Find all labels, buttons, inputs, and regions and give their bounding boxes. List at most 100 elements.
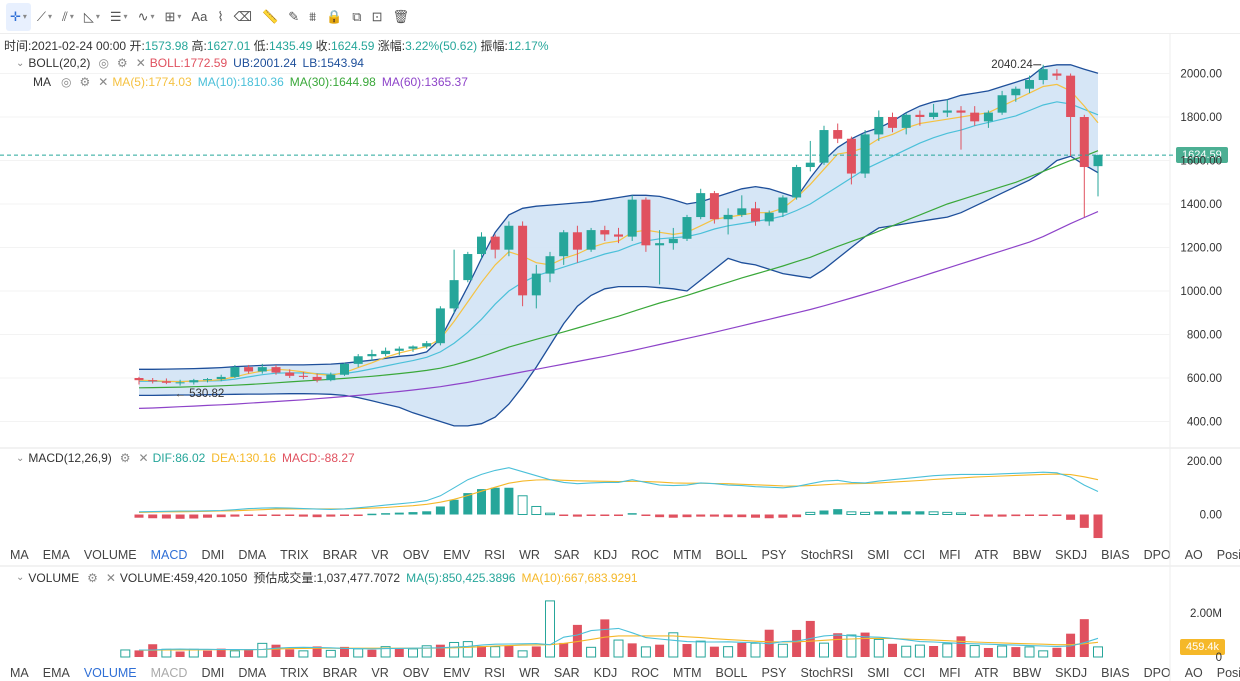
tab-brar[interactable]: BRAR xyxy=(322,666,358,680)
tab-smi[interactable]: SMI xyxy=(867,548,890,562)
tab-mfi[interactable]: MFI xyxy=(939,548,961,562)
close-icon[interactable]: ✕ xyxy=(105,570,116,585)
tab-sar[interactable]: SAR xyxy=(553,666,580,680)
tab-ema[interactable]: EMA xyxy=(42,666,70,680)
horizontal-lines-tool[interactable]: ☰ ▾ xyxy=(106,3,132,31)
tab-bias[interactable]: BIAS xyxy=(1101,548,1130,562)
close-icon[interactable]: ✕ xyxy=(138,451,149,465)
lock-tool[interactable]: 🔒 xyxy=(322,3,346,31)
tab-cci[interactable]: CCI xyxy=(903,666,926,680)
grid-tool[interactable]: ⊞ ▾ xyxy=(160,3,185,31)
tab-stochrsi[interactable]: StochRSI xyxy=(800,548,854,562)
tab-atr[interactable]: ATR xyxy=(974,666,999,680)
tab-wr[interactable]: WR xyxy=(519,666,540,680)
tab-dmi[interactable]: DMI xyxy=(201,548,225,562)
tab-ema[interactable]: EMA xyxy=(42,548,70,562)
settings-icon[interactable]: ⚙ xyxy=(79,75,91,89)
eraser-tool[interactable]: ⌫ xyxy=(230,3,256,31)
trash-tool[interactable]: 🗑 xyxy=(389,3,414,31)
settings-icon[interactable]: ⚙ xyxy=(116,56,128,70)
tab-dma[interactable]: DMA xyxy=(238,666,267,680)
tab-mfi[interactable]: MFI xyxy=(939,666,961,680)
tab-volume[interactable]: VOLUME xyxy=(83,548,137,562)
tab-obv[interactable]: OBV xyxy=(402,548,430,562)
chevron-down-icon[interactable]: ▾ xyxy=(69,12,74,21)
tab-bbw[interactable]: BBW xyxy=(1012,548,1042,562)
pattern-tool[interactable]: ⩩ xyxy=(305,3,320,31)
magnet-tool[interactable]: ⌇ xyxy=(213,3,227,31)
tab-macd[interactable]: MACD xyxy=(150,548,188,562)
screenshot-tool[interactable]: ⊡ xyxy=(368,3,387,31)
tab-boll[interactable]: BOLL xyxy=(715,666,748,680)
tab-ao[interactable]: AO xyxy=(1184,666,1203,680)
collapse-chevron-icon[interactable]: ⌄ xyxy=(16,57,25,69)
copy-tool[interactable]: ⧉ xyxy=(348,3,365,31)
eye-icon[interactable]: ◎ xyxy=(61,75,72,89)
tab-emv[interactable]: EMV xyxy=(443,548,471,562)
wave-tool[interactable]: ∿ ▾ xyxy=(134,3,159,31)
chevron-down-icon[interactable]: ▾ xyxy=(123,12,128,21)
tab-trix[interactable]: TRIX xyxy=(280,548,309,562)
brush-tool[interactable]: ✎ xyxy=(284,3,303,31)
tab-kdj[interactable]: KDJ xyxy=(593,548,618,562)
tab-volume[interactable]: VOLUME xyxy=(83,666,137,680)
tab-position[interactable]: Position xyxy=(1216,666,1240,680)
tab-atr[interactable]: ATR xyxy=(974,548,999,562)
chevron-down-icon[interactable]: ▾ xyxy=(177,12,182,21)
tab-dpo[interactable]: DPO xyxy=(1143,666,1171,680)
collapse-chevron-icon[interactable]: ⌄ xyxy=(16,572,25,583)
tab-trix[interactable]: TRIX xyxy=(280,666,309,680)
tab-emv[interactable]: EMV xyxy=(443,666,471,680)
close-icon[interactable]: ✕ xyxy=(135,56,146,70)
tab-kdj[interactable]: KDJ xyxy=(593,666,618,680)
tab-ao[interactable]: AO xyxy=(1184,548,1203,562)
tab-skdj[interactable]: SKDJ xyxy=(1055,548,1088,562)
tab-rsi[interactable]: RSI xyxy=(484,548,506,562)
close-icon[interactable]: ✕ xyxy=(98,75,109,89)
tab-rsi[interactable]: RSI xyxy=(484,666,506,680)
tab-macd[interactable]: MACD xyxy=(150,666,188,680)
tab-bias[interactable]: BIAS xyxy=(1101,666,1130,680)
tab-ma[interactable]: MA xyxy=(10,548,29,562)
angle-tool[interactable]: ◺ ▾ xyxy=(80,3,104,31)
settings-icon[interactable]: ⚙ xyxy=(119,451,131,465)
chevron-down-icon[interactable]: ▾ xyxy=(22,12,27,21)
crosshair-tool[interactable]: ✛ ▾ xyxy=(6,2,31,31)
tab-boll[interactable]: BOLL xyxy=(715,548,748,562)
tab-smi[interactable]: SMI xyxy=(867,666,890,680)
tab-wr[interactable]: WR xyxy=(519,548,540,562)
tab-skdj[interactable]: SKDJ xyxy=(1055,666,1088,680)
tab-dmi[interactable]: DMI xyxy=(201,666,225,680)
tab-position[interactable]: Position xyxy=(1216,548,1240,562)
crosshair-icon: ✛ xyxy=(10,8,21,24)
tab-sar[interactable]: SAR xyxy=(553,548,580,562)
tab-obv[interactable]: OBV xyxy=(402,666,430,680)
tab-mtm[interactable]: MTM xyxy=(673,548,702,562)
tab-vr[interactable]: VR xyxy=(371,548,389,562)
macd-histogram-bar xyxy=(668,514,678,518)
tab-vr[interactable]: VR xyxy=(371,666,389,680)
tab-ma[interactable]: MA xyxy=(10,666,29,680)
eye-icon[interactable]: ◎ xyxy=(98,56,109,70)
tab-psy[interactable]: PSY xyxy=(761,666,787,680)
trend-line-tool[interactable]: ⟋ ▾ xyxy=(33,3,56,31)
tab-roc[interactable]: ROC xyxy=(631,666,660,680)
tab-dma[interactable]: DMA xyxy=(238,548,267,562)
ruler-tool[interactable]: 📏 xyxy=(258,3,282,31)
tab-psy[interactable]: PSY xyxy=(761,548,787,562)
collapse-chevron-icon[interactable]: ⌄ xyxy=(16,452,25,464)
chevron-down-icon[interactable]: ▾ xyxy=(48,12,53,21)
tab-stochrsi[interactable]: StochRSI xyxy=(800,666,854,680)
tab-bbw[interactable]: BBW xyxy=(1012,666,1042,680)
tab-mtm[interactable]: MTM xyxy=(673,666,702,680)
tab-brar[interactable]: BRAR xyxy=(322,548,358,562)
tab-dpo[interactable]: DPO xyxy=(1143,548,1171,562)
multi-line-tool[interactable]: ⫽ ▾ xyxy=(58,3,78,31)
settings-icon[interactable]: ⚙ xyxy=(87,570,98,585)
tab-roc[interactable]: ROC xyxy=(631,548,660,562)
chevron-down-icon[interactable]: ▾ xyxy=(150,12,155,21)
chevron-down-icon[interactable]: ▾ xyxy=(95,12,100,21)
text-tool[interactable]: Aa xyxy=(187,3,211,31)
tab-cci[interactable]: CCI xyxy=(903,548,926,562)
